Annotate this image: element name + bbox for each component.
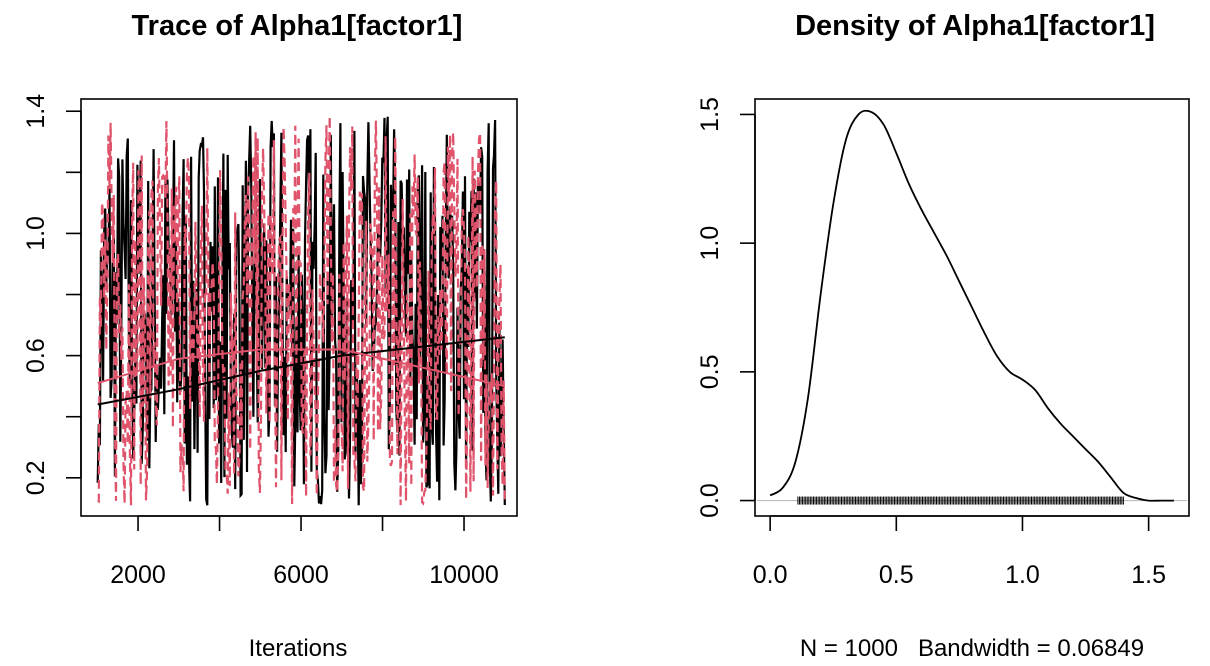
trace-x-axis: 2000 6000 10000: [110, 515, 499, 589]
trace-smooth-line-1: [97, 336, 505, 406]
trace-x-tick-label: 6000: [273, 561, 329, 589]
density-y-tick-label: 0.5: [696, 354, 724, 389]
density-y-axis: 0.0 0.5 1.0 1.5: [696, 97, 756, 518]
trace-plot: Trace of Alpha1[factor1] 2000 6000 10000 0…: [22, 10, 518, 662]
trace-series-1: [96, 116, 506, 506]
density-y-tick-label: 0.0: [696, 483, 724, 518]
trace-smooth-group: [97, 336, 506, 406]
trace-title: Trace of Alpha1[factor1]: [132, 10, 463, 42]
density-x-tick-label: 0.5: [879, 561, 914, 589]
density-curve: [769, 109, 1174, 502]
trace-y-tick-label: 1.0: [22, 216, 50, 251]
density-x-tick-label: 1.0: [1005, 561, 1040, 589]
density-x-axis: 0.0 0.5 1.0 1.5: [753, 515, 1166, 589]
density-y-tick-label: 1.0: [696, 226, 724, 261]
trace-x-tick-label: 2000: [110, 561, 166, 589]
density-plot: Density of Alpha1[factor1] 0.0 0.5 1.0 1.5 …: [696, 10, 1190, 662]
density-x-axis-label: N = 1000 Bandwidth = 0.06849: [800, 635, 1144, 662]
trace-x-axis-label: Iterations: [249, 635, 348, 662]
density-y-tick-label: 1.5: [696, 97, 724, 132]
trace-series-2: [97, 115, 506, 506]
density-x-tick-label: 0.0: [753, 561, 788, 589]
trace-smooth-line-2: [97, 348, 506, 388]
density-title: Density of Alpha1[factor1]: [795, 10, 1155, 42]
density-x-tick-label: 1.5: [1131, 561, 1166, 589]
trace-y-tick-label: 0.2: [22, 460, 50, 495]
trace-y-tick-label: 1.4: [22, 94, 50, 129]
trace-series-group: [96, 115, 506, 506]
trace-y-axis: 0.2 0.6 1.0 1.4: [22, 94, 82, 495]
trace-x-tick-label: 10000: [429, 561, 499, 589]
density-rug: [797, 496, 1124, 505]
trace-y-tick-label: 0.6: [22, 338, 50, 373]
